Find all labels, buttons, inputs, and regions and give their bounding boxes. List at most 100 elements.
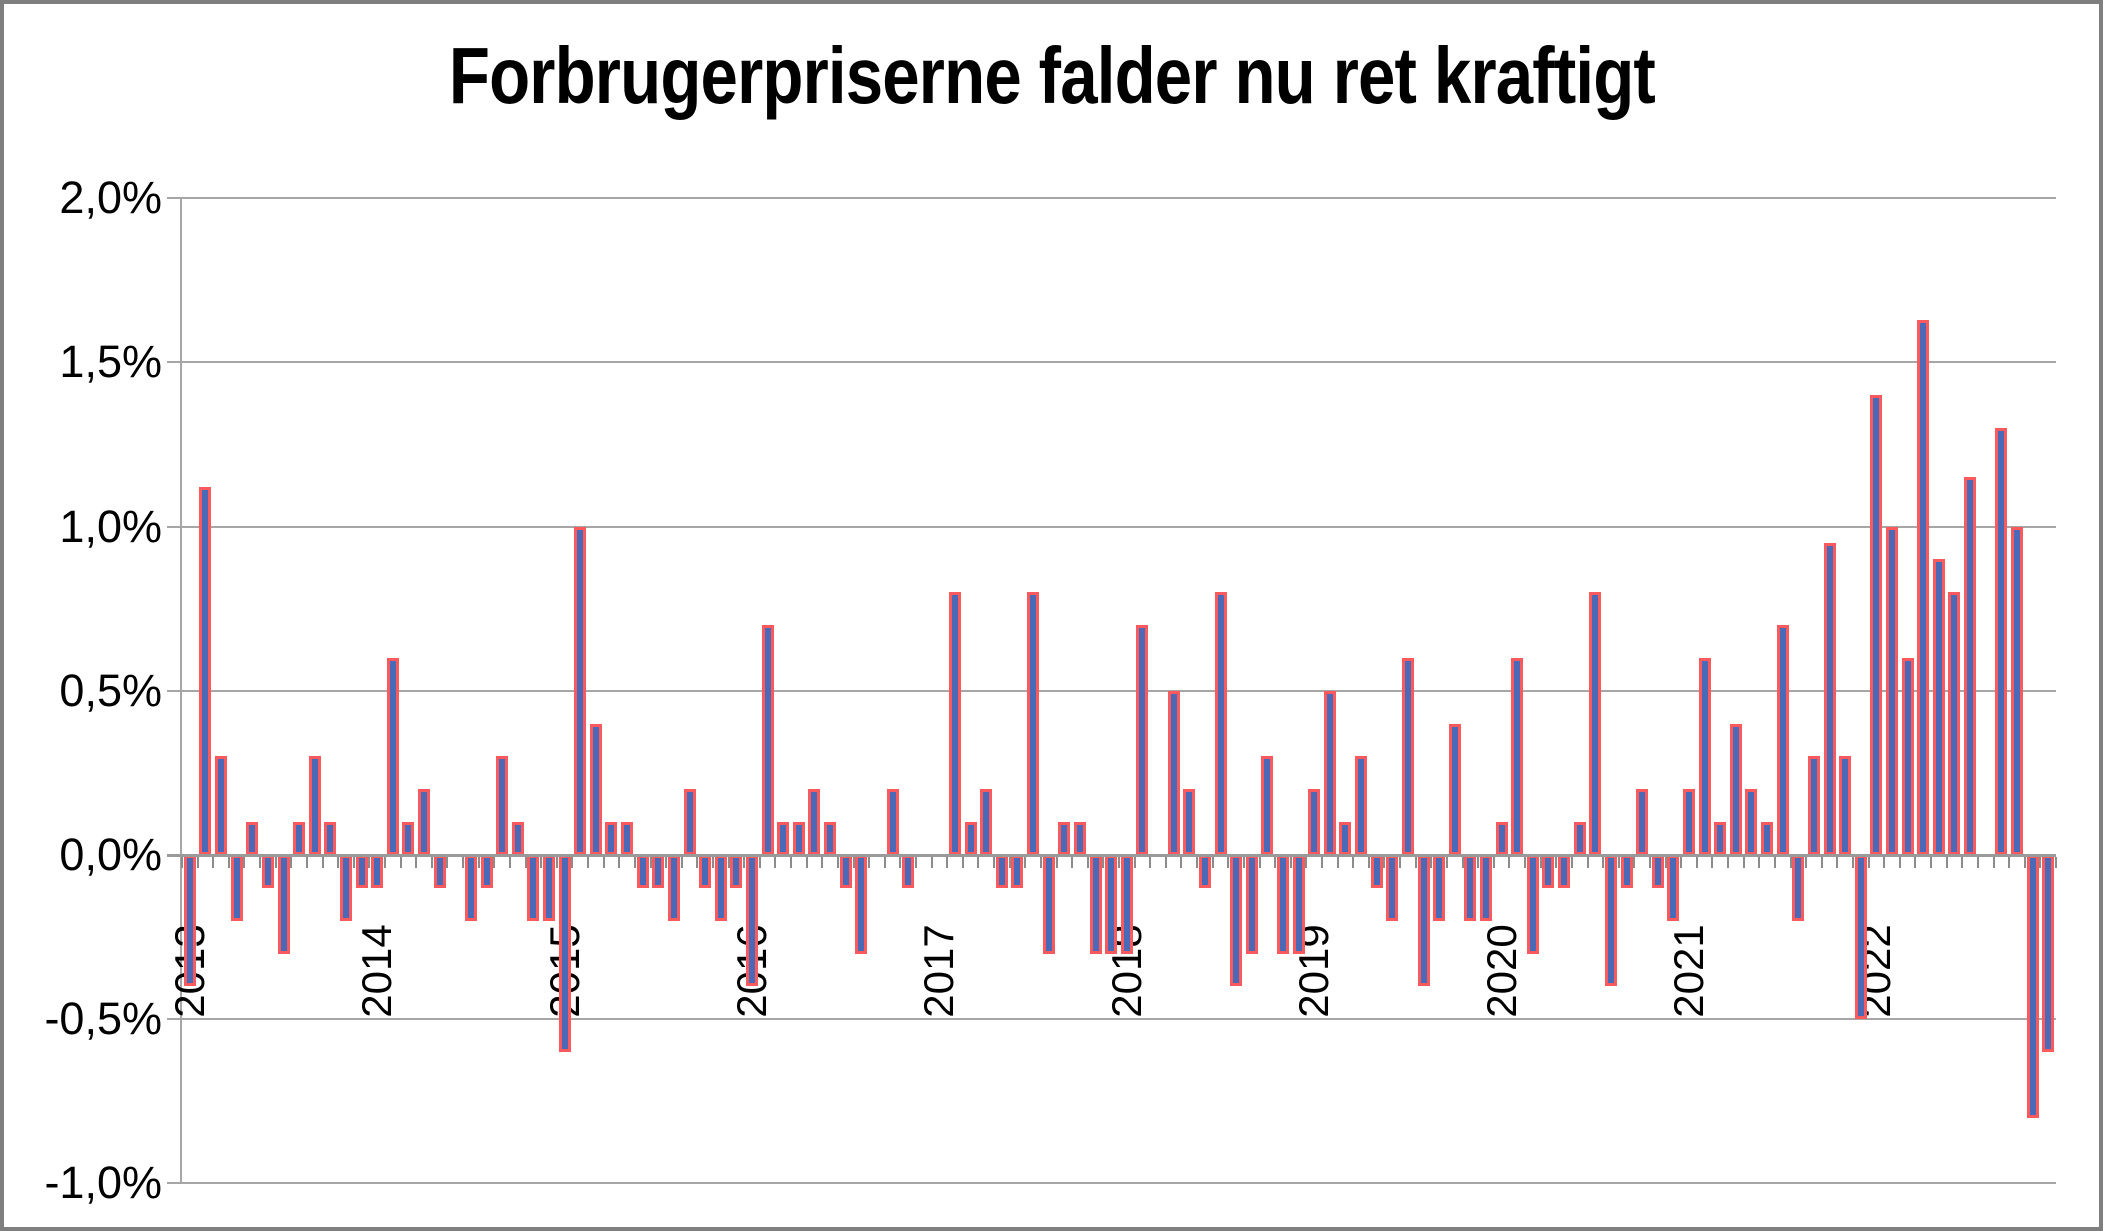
bar-2020-09	[1621, 855, 1633, 888]
bar-2022-02	[1886, 527, 1898, 855]
bar-2015-12	[730, 855, 742, 888]
bar-2021-08	[1792, 855, 1804, 921]
x-axis-month-tick	[1790, 857, 1792, 868]
bar-2018-07	[1215, 592, 1227, 855]
x-axis-month-tick	[353, 857, 355, 868]
bar-2021-12	[1855, 855, 1867, 1019]
x-axis-month-tick	[306, 857, 308, 868]
bar-2017-11	[1090, 855, 1102, 954]
bar-2020-01	[1496, 822, 1508, 855]
x-axis-month-tick	[1540, 857, 1542, 868]
x-axis-month-tick	[1665, 857, 1667, 868]
bar-2016-11	[902, 855, 914, 888]
x-axis-month-tick	[1165, 857, 1167, 868]
bar-2014-12	[543, 855, 555, 921]
bar-2017-03	[965, 822, 977, 855]
gridline-1,5%	[167, 361, 2056, 363]
bar-2017-07	[1027, 592, 1039, 855]
x-axis-month-tick	[1477, 857, 1479, 868]
gridline-0,5%	[167, 690, 2056, 692]
x-axis-month-tick	[618, 857, 620, 868]
bar-2015-11	[715, 855, 727, 921]
x-axis-month-tick	[1493, 857, 1495, 868]
x-axis-month-tick	[1087, 857, 1089, 868]
x-axis-month-tick	[509, 857, 511, 868]
bar-2018-04	[1168, 691, 1180, 855]
bar-2014-10	[512, 822, 524, 855]
x-axis-month-tick	[1462, 857, 1464, 868]
x-axis-month-tick	[1134, 857, 1136, 868]
x-axis-month-tick	[571, 857, 573, 868]
y-tick-label: 1,0%	[59, 501, 162, 552]
x-axis-month-tick	[212, 857, 214, 868]
x-axis-month-tick	[587, 857, 589, 868]
bar-2017-12	[1105, 855, 1117, 954]
x-axis-month-tick	[1961, 857, 1963, 868]
x-axis-month-tick	[899, 857, 901, 868]
bar-2016-07	[840, 855, 852, 888]
bar-2019-04	[1355, 756, 1367, 855]
gridline--1,0%	[167, 1182, 2056, 1184]
x-axis-month-tick	[1212, 857, 1214, 868]
bar-2020-05	[1558, 855, 1570, 888]
chart-title: Forbrugerpriserne falder nu ret kraftigt	[4, 30, 2099, 122]
x-axis-month-tick	[1430, 857, 1432, 868]
bar-2013-03	[215, 756, 227, 855]
x-axis-month-tick	[1571, 857, 1573, 868]
bar-2014-03	[402, 822, 414, 855]
x-axis-month-tick	[1805, 857, 1807, 868]
x-axis-month-tick	[1024, 857, 1026, 868]
bar-2019-12	[1480, 855, 1492, 921]
bar-2017-04	[980, 789, 992, 855]
x-axis-month-tick	[1102, 857, 1104, 868]
bar-2022-01	[1870, 395, 1882, 855]
x-year-label-2014: 2014	[353, 924, 400, 1018]
bar-2017-02	[949, 592, 961, 855]
bar-2015-10	[699, 855, 711, 888]
bar-2016-01	[746, 855, 758, 986]
bar-2020-04	[1542, 855, 1554, 888]
bar-2021-11	[1839, 756, 1851, 855]
bar-2021-05	[1745, 789, 1757, 855]
bar-2020-08	[1605, 855, 1617, 986]
bar-2021-10	[1824, 543, 1836, 855]
x-axis-month-tick	[1227, 857, 1229, 868]
bar-2014-01	[371, 855, 383, 888]
x-axis-month-tick	[821, 857, 823, 868]
x-axis-month-tick	[1727, 857, 1729, 868]
x-axis-month-tick	[915, 857, 917, 868]
x-axis-month-tick	[1758, 857, 1760, 868]
bar-2020-07	[1589, 592, 1601, 855]
x-axis-month-tick	[540, 857, 542, 868]
x-axis-month-tick	[1524, 857, 1526, 868]
bar-2017-10	[1074, 822, 1086, 855]
x-axis-month-tick	[665, 857, 667, 868]
bar-2013-09	[309, 756, 321, 855]
bar-2015-04	[605, 822, 617, 855]
bar-2020-02	[1511, 658, 1523, 855]
x-axis-month-tick	[1649, 857, 1651, 868]
bar-2013-10	[324, 822, 336, 855]
x-axis-month-tick	[1368, 857, 1370, 868]
bar-2018-12	[1293, 855, 1305, 954]
x-axis-month-tick	[1321, 857, 1323, 868]
x-axis-month-tick	[1180, 857, 1182, 868]
x-axis-month-tick	[868, 857, 870, 868]
x-axis-month-tick	[1602, 857, 1604, 868]
bar-2019-06	[1386, 855, 1398, 921]
x-axis-month-tick	[1149, 857, 1151, 868]
x-axis-month-tick	[322, 857, 324, 868]
x-axis-month-tick	[2024, 857, 2026, 868]
bar-2016-04	[793, 822, 805, 855]
y-tick-label: 2,0%	[59, 172, 162, 223]
bar-2013-07	[278, 855, 290, 954]
bar-2014-09	[496, 756, 508, 855]
bar-2013-06	[262, 855, 274, 888]
x-axis-month-tick	[384, 857, 386, 868]
x-axis-month-tick	[1056, 857, 1058, 868]
x-axis-month-tick	[415, 857, 417, 868]
bar-2014-07	[465, 855, 477, 921]
bar-2020-03	[1527, 855, 1539, 954]
x-axis-month-tick	[1337, 857, 1339, 868]
